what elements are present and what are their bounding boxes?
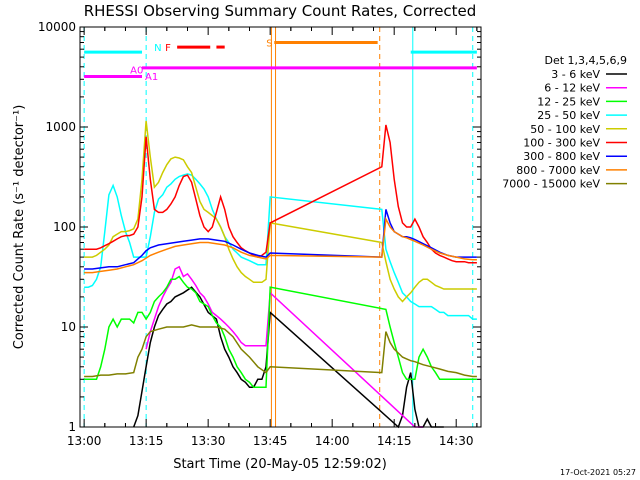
legend-header: Det 1,3,4,5,6,9 xyxy=(544,54,627,67)
x-tick-label-0: 13:00 xyxy=(67,434,102,448)
legend-label-6: 300 - 800 keV xyxy=(523,150,600,163)
y-tick-label-2: 100 xyxy=(53,220,76,234)
timestamp: 17-Oct-2021 05:27 xyxy=(560,468,636,477)
y-tick-label-1: 10 xyxy=(61,320,76,334)
legend-label-5: 100 - 300 keV xyxy=(523,137,600,150)
legend-label-2: 12 - 25 keV xyxy=(537,95,600,108)
series-line-8 xyxy=(84,324,477,378)
y-tick-label-0: 1 xyxy=(68,420,76,434)
x-tick-label-4: 14:00 xyxy=(315,434,350,448)
x-axis-label: Start Time (20-May-05 12:59:02) xyxy=(173,457,387,472)
series-line-5 xyxy=(84,124,477,264)
y-axis-label: Corrected Count Rate (s⁻¹ detector⁻¹) xyxy=(12,105,27,350)
series-line-0 xyxy=(132,286,444,429)
x-tick-label-2: 13:30 xyxy=(191,434,226,448)
legend-label-0: 3 - 6 keV xyxy=(551,68,600,81)
flag-label-a0: A0 xyxy=(130,65,143,76)
y-tick-label-3: 1000 xyxy=(45,120,76,134)
flag-label-n: N xyxy=(154,43,161,54)
flag-label-a1: A1 xyxy=(145,72,158,83)
legend-label-8: 7000 - 15000 keV xyxy=(502,178,600,191)
series-line-6 xyxy=(84,209,477,270)
flag-label-s: S xyxy=(266,38,272,49)
series-line-2 xyxy=(84,275,477,388)
x-ticks: 13:00 13:15 13:30 13:45 14:00 14:15 14:30 xyxy=(67,27,478,448)
series-lines xyxy=(84,120,477,429)
series-line-1 xyxy=(145,265,424,428)
legend-label-7: 800 - 7000 keV xyxy=(516,164,600,177)
y-ticks: 1 10 100 1000 10000 xyxy=(38,20,481,434)
y-tick-label-4: 10000 xyxy=(38,20,76,34)
chart-title: RHESSI Observing Summary Count Rates, Co… xyxy=(84,2,477,20)
series-line-3 xyxy=(84,173,477,320)
legend-label-1: 6 - 12 keV xyxy=(544,82,600,95)
legend-label-4: 50 - 100 keV xyxy=(530,123,600,136)
vertical-markers xyxy=(83,27,474,427)
flag-label-f: F xyxy=(165,43,171,54)
x-tick-label-1: 13:15 xyxy=(129,434,164,448)
x-tick-label-3: 13:45 xyxy=(253,434,288,448)
x-tick-label-5: 14:15 xyxy=(377,434,412,448)
x-tick-label-6: 14:30 xyxy=(439,434,474,448)
series-line-7 xyxy=(84,216,477,274)
legend-label-3: 25 - 50 keV xyxy=(537,109,600,122)
